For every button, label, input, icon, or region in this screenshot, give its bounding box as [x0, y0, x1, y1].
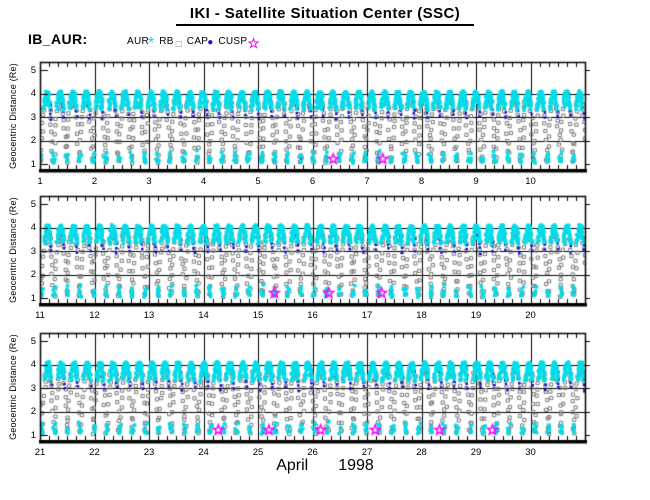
- x-tick-label: 11: [35, 310, 45, 321]
- y-tick-label: 3: [30, 111, 36, 123]
- y-tick-label: 1: [30, 158, 36, 170]
- x-tick-label: 28: [416, 447, 427, 458]
- y-axis-label: Geocentric Distance (Re): [8, 63, 18, 169]
- y-tick-label: 3: [30, 382, 36, 394]
- x-tick-label: 21: [34, 447, 46, 458]
- x-tick-label: 8: [418, 176, 425, 187]
- y-tick-label: 4: [30, 88, 36, 100]
- x-tick-label: 18: [416, 310, 427, 321]
- x-tick-label: 16: [307, 310, 318, 321]
- x-tick-label: 12: [89, 310, 100, 321]
- y-tick-label: 1: [30, 292, 36, 304]
- y-tick-label: 2: [30, 269, 36, 281]
- y-tick-label: 1: [30, 429, 36, 441]
- x-tick-label: 7: [364, 176, 370, 187]
- y-tick-label: 2: [30, 406, 36, 418]
- y-axis-label: Geocentric Distance (Re): [8, 334, 18, 440]
- x-tick-label: 14: [198, 310, 209, 321]
- x-axis-month-label: April 1998: [0, 457, 650, 475]
- x-tick-label: 22: [89, 447, 100, 458]
- x-tick-label: 1: [37, 176, 43, 187]
- x-tick-label: 9: [473, 176, 479, 187]
- x-tick-label: 23: [143, 447, 155, 458]
- x-tick-label: 30: [525, 447, 536, 458]
- x-tick-label: 4: [200, 176, 207, 187]
- x-tick-label: 20: [525, 310, 536, 321]
- y-tick-label: 3: [30, 245, 36, 257]
- y-tick-label: 2: [30, 135, 36, 147]
- x-tick-label: 27: [361, 447, 373, 458]
- y-tick-label: 5: [30, 198, 36, 210]
- x-tick-label: 6: [309, 176, 316, 187]
- year-text: 1998: [338, 457, 374, 474]
- y-tick-label: 4: [30, 359, 36, 371]
- y-tick-label: 5: [30, 335, 36, 347]
- x-tick-label: 17: [361, 310, 373, 321]
- x-tick-label: 5: [255, 176, 261, 187]
- y-tick-label: 4: [30, 222, 36, 234]
- x-tick-label: 3: [146, 176, 152, 187]
- y-tick-label: 5: [30, 64, 36, 76]
- x-tick-label: 26: [307, 447, 318, 458]
- x-tick-label: 24: [198, 447, 209, 458]
- x-tick-label: 10: [525, 176, 536, 187]
- x-tick-label: 29: [470, 447, 482, 458]
- x-tick-label: 25: [252, 447, 264, 458]
- month-text: April: [276, 457, 309, 474]
- x-tick-label: 19: [470, 310, 482, 321]
- x-tick-label: 2: [91, 176, 98, 187]
- y-axis-label: Geocentric Distance (Re): [8, 197, 18, 303]
- x-tick-label: 15: [252, 310, 264, 321]
- x-tick-label: 13: [143, 310, 155, 321]
